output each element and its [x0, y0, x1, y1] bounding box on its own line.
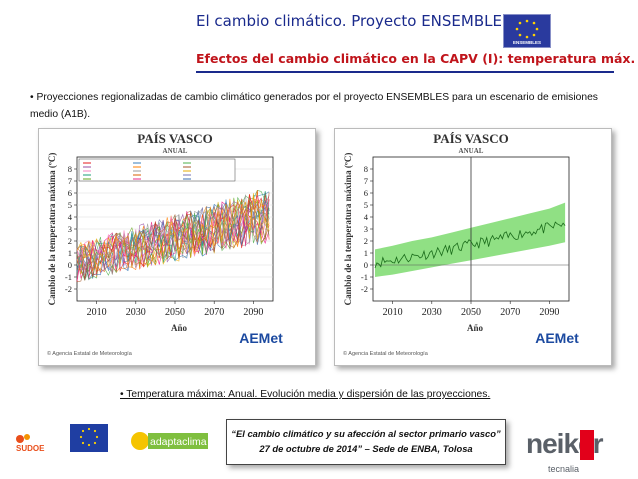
- chart-title: PAÍS VASCO: [137, 131, 213, 146]
- chart-legend: [78, 158, 236, 182]
- x-tick-label: 2070: [204, 307, 224, 318]
- y-tick-label: 2: [364, 236, 368, 246]
- x-axis-label: Año: [171, 323, 188, 333]
- y-tick-label: 5: [364, 200, 368, 210]
- event-reference-box: “El cambio climático y su afección al se…: [226, 419, 506, 465]
- chart-panel-ensemble: PAÍS VASCO ANUAL -2 -1 0 1 2 3 4 5 6 7 8 2010 2030 2050…: [38, 128, 316, 366]
- sudoe-logo: SUDOE: [14, 430, 58, 454]
- eu-flag-logo: [70, 424, 108, 452]
- x-tick-label: 2050: [461, 307, 481, 318]
- y-tick-label: 1: [68, 248, 72, 258]
- neiker-logo-mark: [580, 430, 594, 460]
- aemet-logo: AEMet: [535, 330, 579, 346]
- chart-title: PAÍS VASCO: [433, 131, 509, 146]
- x-axis-label: Año: [467, 323, 484, 333]
- y-tick-label: 4: [68, 212, 73, 222]
- ensemble-series-line: [76, 194, 270, 278]
- x-tick-label: 2010: [87, 307, 107, 318]
- x-tick-label: 2030: [126, 307, 146, 318]
- x-tick-label: 2070: [500, 307, 520, 318]
- x-tick-label: 2030: [422, 307, 442, 318]
- adaptaclima-logo-text: adaptaclima II: [150, 436, 215, 448]
- y-tick-label: 6: [364, 188, 368, 198]
- tecnalia-logo: tecnalia: [548, 464, 580, 474]
- y-tick-label: -1: [65, 272, 72, 282]
- spread-band: [375, 202, 566, 277]
- y-tick-label: 5: [68, 200, 72, 210]
- y-tick-label: 8: [68, 164, 72, 174]
- chart-subtitle: ANUAL: [459, 147, 484, 155]
- y-tick-label: 7: [364, 176, 368, 186]
- y-tick-label: 3: [364, 224, 368, 234]
- chart-panel-mean-spread: PAÍS VASCO ANUAL -2 -1 0 1 2 3 4 5 6 7 8 2010 2030 2050…: [334, 128, 612, 366]
- ensemble-series-line: [76, 193, 270, 271]
- y-tick-label: 8: [364, 164, 368, 174]
- chart-credit: © Agencia Estatal de Meteorología: [343, 350, 429, 357]
- y-axis-label: Cambio de la temperatura máxima (ºC): [47, 153, 57, 306]
- chart-subtitle: ANUAL: [163, 147, 188, 155]
- y-tick-label: 3: [68, 224, 72, 234]
- title-underline: [196, 71, 614, 73]
- y-tick-label: 0: [364, 260, 368, 270]
- aemet-logo: AEMet: [239, 330, 283, 346]
- y-tick-label: 0: [68, 260, 72, 270]
- event-reference-line2: 27 de octubre de 2014” – Sede de ENBA, T…: [259, 443, 473, 454]
- event-reference-line1: “El cambio climático y su afección al se…: [231, 428, 501, 439]
- mean-series-line: [374, 221, 566, 269]
- intro-bullet: • Proyecciones regionalizadas de cambio …: [30, 92, 598, 120]
- y-tick-label: 4: [364, 212, 369, 222]
- x-tick-label: 2050: [165, 307, 185, 318]
- y-tick-label: -1: [361, 272, 368, 282]
- ensembles-eu-logo: ENSEMBLES: [503, 14, 551, 48]
- x-tick-label: 2010: [383, 307, 403, 318]
- y-axis-label: Cambio de la temperatura máxima (ºC): [343, 153, 353, 306]
- sudoe-logo-text: SUDOE: [16, 444, 45, 453]
- ensembles-logo-text: ENSEMBLES: [513, 40, 541, 45]
- y-tick-label: -2: [361, 284, 368, 294]
- ensemble-series-line: [76, 199, 270, 271]
- slide-subtitle: Efectos del cambio climático en la CAPV …: [196, 51, 636, 66]
- slide-title: El cambio climático. Proyecto ENSEMBLES.: [196, 12, 517, 30]
- summary-bullet: • Temperatura máxima: Anual. Evolución m…: [120, 389, 491, 400]
- y-tick-label: 6: [68, 188, 72, 198]
- y-tick-label: 7: [68, 176, 72, 186]
- x-tick-label: 2090: [539, 307, 559, 318]
- adaptaclima-logo: adaptaclima II: [130, 428, 216, 454]
- ensemble-series-line: [76, 192, 270, 281]
- chart-credit: © Agencia Estatal de Meteorología: [47, 350, 133, 357]
- y-tick-label: -2: [65, 284, 72, 294]
- y-tick-label: 1: [364, 248, 368, 258]
- x-tick-label: 2090: [243, 307, 263, 318]
- y-tick-label: 2: [68, 236, 72, 246]
- ensemble-series-line: [76, 196, 270, 275]
